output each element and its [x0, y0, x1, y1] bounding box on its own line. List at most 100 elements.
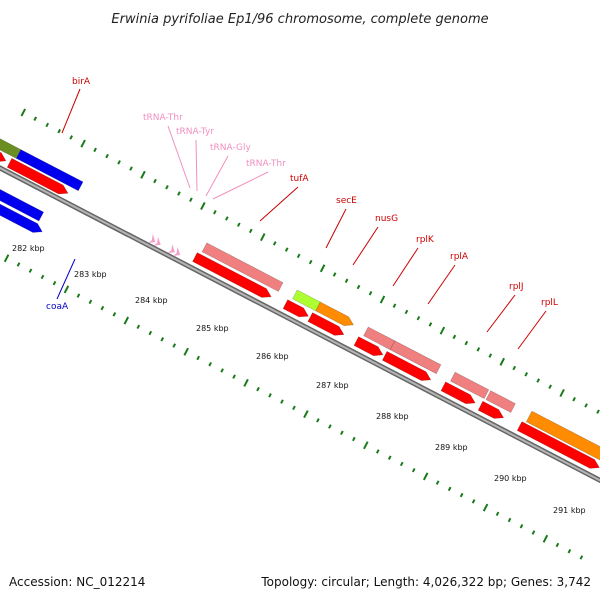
- tick-mark: [165, 185, 169, 190]
- tick-mark: [225, 216, 229, 221]
- tick-mark: [507, 517, 512, 523]
- tick-mark: [213, 209, 217, 215]
- label-leader-lines: [56, 88, 547, 350]
- tick-mark: [117, 160, 121, 165]
- tick-mark: [567, 548, 572, 554]
- tick-mark: [69, 135, 73, 140]
- leader-line: [427, 264, 456, 305]
- tick-mark: [196, 355, 200, 361]
- tick-mark: [280, 399, 284, 404]
- tick-mark: [16, 262, 21, 267]
- tick-mark: [559, 388, 565, 397]
- tick-mark: [248, 228, 253, 234]
- leader-line: [325, 208, 347, 249]
- tick-mark: [189, 197, 193, 202]
- tick-mark: [220, 368, 224, 373]
- gene-rplJ-block: [450, 371, 490, 400]
- tick-mark: [3, 254, 10, 263]
- accession-text: Accession: NC_012214: [9, 575, 145, 589]
- tick-mark: [464, 340, 469, 346]
- gene-label-coaA: coaA: [46, 302, 69, 312]
- tick-mark: [183, 347, 189, 356]
- tick-mark: [153, 178, 157, 184]
- gene-coaA-block: [0, 189, 45, 222]
- gene-rplA-block: [389, 340, 442, 375]
- tick-mark: [572, 396, 576, 402]
- tick-mark: [63, 285, 70, 294]
- tick-mark: [232, 374, 236, 379]
- tick-mark: [88, 299, 93, 305]
- scale-label: 284 kbp: [135, 296, 168, 305]
- tick-mark: [260, 233, 266, 242]
- gene-birA-block: [15, 149, 84, 192]
- tick-mark: [140, 170, 146, 179]
- tick-mark: [100, 305, 105, 311]
- scale-label: 288 kbp: [376, 412, 409, 421]
- chromosome-backbone: [0, 165, 600, 484]
- gene-tufA-block: [201, 242, 284, 292]
- leader-line: [61, 88, 81, 134]
- scale-label: 285 kbp: [196, 324, 229, 333]
- tick-mark: [129, 166, 133, 171]
- tick-mark: [482, 503, 489, 512]
- tick-mark: [416, 315, 421, 321]
- tick-mark: [123, 316, 130, 325]
- tick-mark: [363, 441, 369, 450]
- tick-mark: [471, 499, 476, 504]
- gene-block: [525, 410, 600, 461]
- leader-line: [392, 247, 419, 287]
- scale-labels: 282 kbp 283 kbp 284 kbp 285 kbp 286 kbp …: [12, 244, 586, 515]
- tick-mark: [243, 378, 249, 387]
- tick-mark: [40, 274, 45, 280]
- cds-nusG-block: [307, 312, 345, 336]
- tick-mark: [328, 424, 332, 429]
- tick-mark: [268, 393, 272, 398]
- leader-line: [56, 258, 76, 300]
- tick-mark: [439, 326, 446, 335]
- tick-mark: [136, 324, 141, 330]
- scale-label: 282 kbp: [12, 244, 45, 253]
- tick-mark: [237, 222, 241, 227]
- genome-summary-text: Topology: circular; Length: 4,026,322 bp…: [260, 575, 591, 589]
- cds-rplA-block: [381, 350, 432, 381]
- trna-marker: [173, 246, 181, 256]
- tick-mark: [344, 278, 349, 284]
- tick-mark: [20, 108, 27, 117]
- tick-mark: [352, 436, 356, 442]
- tick-mark: [356, 284, 361, 290]
- scale-label: 289 kbp: [435, 443, 468, 452]
- scale-label: 291 kbp: [553, 506, 586, 515]
- tick-mark: [368, 291, 373, 296]
- leader-line: [212, 171, 269, 200]
- tick-mark: [495, 511, 500, 517]
- tick-mark: [200, 201, 206, 210]
- cds-rplK-block: [353, 336, 384, 357]
- map-title: Erwinia pyrifoliae Ep1/96 chromosome, co…: [111, 12, 488, 27]
- tick-mark: [272, 241, 277, 246]
- gene-label-nusG: nusG: [375, 214, 398, 224]
- cds-block: [516, 421, 600, 469]
- tick-mark: [28, 268, 33, 273]
- tick-mark: [340, 430, 344, 436]
- tick-mark: [392, 303, 397, 308]
- tick-mark: [319, 264, 326, 273]
- leader-line: [259, 186, 299, 222]
- tick-mark: [33, 116, 38, 121]
- tick-mark: [256, 386, 260, 392]
- cds-secE-block: [282, 299, 309, 318]
- trna-marker: [153, 236, 161, 246]
- gene-label-trna-thr: tRNA-Thr: [143, 113, 183, 123]
- tick-mark: [519, 524, 524, 529]
- cds-block: [0, 151, 7, 162]
- tick-mark: [579, 555, 584, 560]
- tick-mark: [284, 247, 289, 252]
- gene-label-secE: secE: [336, 196, 357, 206]
- tick-mark: [160, 337, 165, 342]
- gene-label-rplL: rplL: [541, 298, 558, 308]
- tick-mark: [447, 486, 452, 492]
- tick-mark: [93, 147, 97, 153]
- cds-rplL-block: [477, 400, 505, 419]
- scale-label: 283 kbp: [74, 270, 107, 279]
- tick-mark: [536, 378, 540, 383]
